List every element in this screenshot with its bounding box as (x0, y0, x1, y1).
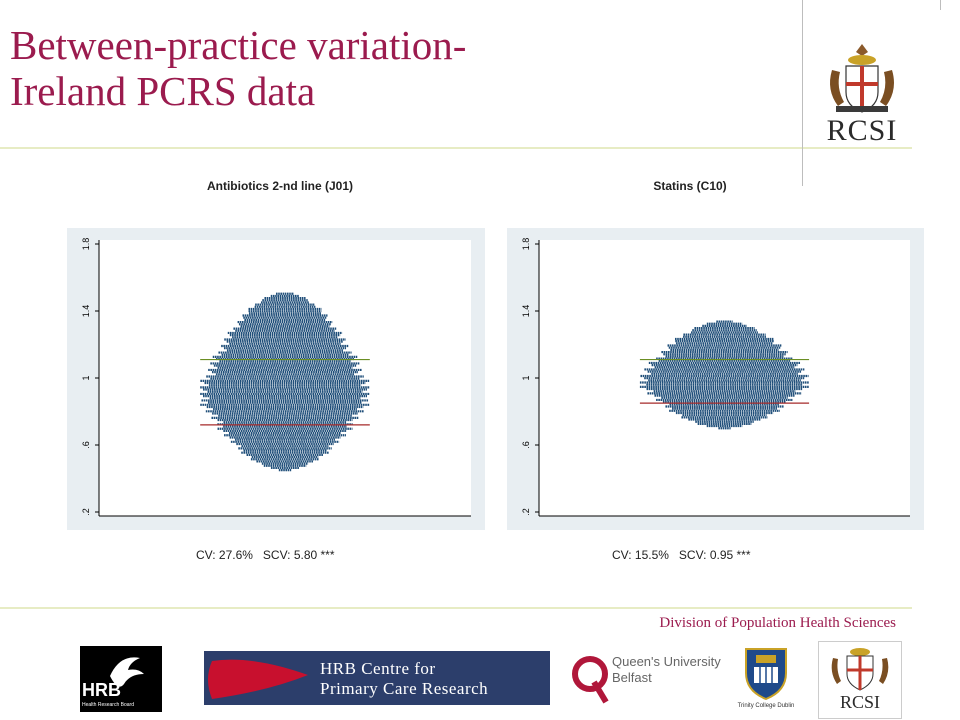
hrb-logo-text: HRB (82, 680, 121, 700)
slide-title: Between-practice variation- Ireland PCRS… (10, 22, 466, 114)
chart-antibiotics: .2 .6 1 1.4 1.8 (67, 228, 485, 530)
rcsi-crest-icon (830, 44, 894, 113)
chart-statins: .2 .6 1 1.4 1.8 (507, 228, 924, 530)
y-tick-label: .6 (521, 441, 531, 449)
footer-divider (0, 607, 912, 609)
y-tick-label: 1.4 (81, 305, 91, 318)
hrb-centre-logo: HRB Centre for Primary Care Research (204, 651, 550, 705)
y-tick-label: 1 (81, 375, 91, 380)
rcsi-small-logo-text: RCSI (839, 692, 881, 712)
plot-area (99, 240, 471, 516)
y-tick-label: .6 (81, 441, 91, 449)
qub-logo: Queen's University Belfast (570, 648, 721, 708)
hrb-centre-line-2: Primary Care Research (320, 679, 489, 698)
y-tick-label: 1.4 (521, 305, 531, 318)
header-right-border (940, 0, 941, 10)
chart-title-antibiotics: Antibiotics 2-nd line (J01) (206, 179, 353, 193)
tcd-logo: Trinity College Dublin (734, 645, 798, 713)
qub-q-icon (572, 656, 609, 704)
y-tick-label: 1.8 (521, 238, 531, 251)
header-divider (0, 147, 912, 149)
chart-stats-antibiotics: CV: 27.6% SCV: 5.80 *** (196, 548, 335, 562)
hrb-logo-subtext: Health Research Board (82, 702, 134, 708)
hrb-centre-line-1: HRB Centre for (320, 659, 436, 678)
header-vertical-divider (802, 0, 803, 186)
footer-division-text: Division of Population Health Sciences (659, 615, 896, 631)
rcsi-small-crest-icon (831, 648, 889, 691)
qub-logo-line-1: Queen's University (612, 654, 721, 669)
tcd-logo-text: Trinity College Dublin (737, 703, 795, 709)
rcsi-logo-text: RCSI (826, 114, 898, 147)
rcsi-logo-small: RCSI (818, 641, 902, 719)
title-line-1: Between-practice variation- (10, 22, 467, 68)
y-tick-label: .2 (521, 508, 531, 516)
y-tick-label: .2 (81, 508, 91, 516)
y-tick-label: 1 (521, 375, 531, 380)
hrb-bird-icon (110, 657, 144, 687)
qub-logo-line-2: Belfast (612, 670, 652, 685)
title-line-2: Ireland PCRS data (10, 68, 316, 114)
y-tick-label: 1.8 (81, 238, 91, 251)
hrb-logo: HRB Health Research Board (80, 646, 162, 712)
chart-title-statins: Statins (C10) (653, 179, 727, 193)
tcd-crest-icon (745, 648, 787, 701)
chart-stats-statins: CV: 15.5% SCV: 0.95 *** (612, 548, 751, 562)
rcsi-logo: RCSI (822, 40, 902, 147)
red-wing-icon (208, 659, 308, 699)
